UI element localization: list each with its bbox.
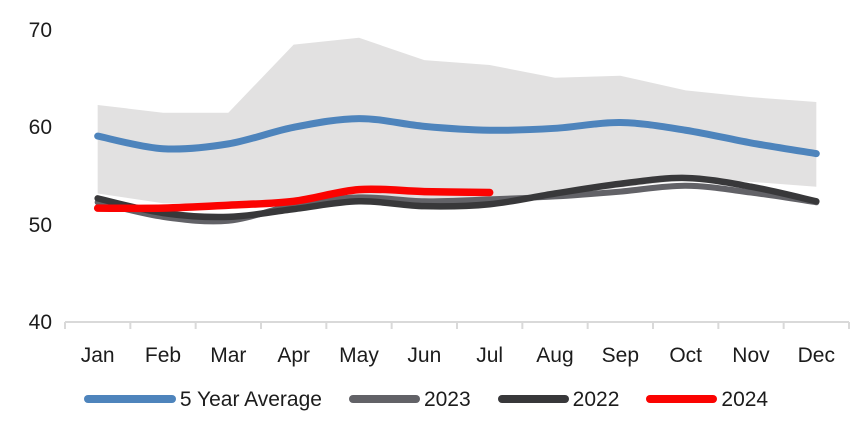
- x-tick-label-apr: Apr: [277, 344, 310, 367]
- x-tick-label-feb: Feb: [144, 344, 182, 367]
- series-line-2024: [93, 185, 494, 213]
- legend-line-swatch: [646, 395, 718, 403]
- legend-line-swatch: [348, 395, 420, 403]
- x-tick-label-jul: Jul: [476, 344, 504, 367]
- legend: 5 Year Average 2023 2022 2024: [0, 384, 852, 414]
- legend-item-2022: 2022: [497, 387, 620, 411]
- x-tick-label-jun: Jun: [407, 344, 442, 367]
- x-tick-label-nov: Nov: [732, 344, 770, 367]
- series-line-2023: [94, 182, 820, 225]
- x-tick-label-dec: Dec: [797, 344, 835, 367]
- 5-year-range-band: [97, 37, 817, 206]
- legend-line-swatch: [83, 395, 176, 403]
- legend-label: 2024: [721, 387, 769, 411]
- x-tick-label-sep: Sep: [601, 344, 640, 367]
- legend-label: 2023: [423, 387, 471, 411]
- x-tick-label-aug: Aug: [536, 344, 574, 367]
- y-tick-label: 50: [28, 213, 52, 237]
- legend-line-swatch: [497, 395, 569, 403]
- y-tick-label: 40: [28, 310, 52, 334]
- x-tick-label-jan: Jan: [80, 344, 115, 367]
- series-line-5-year-average: [94, 115, 820, 158]
- y-tick-label: 60: [28, 116, 52, 140]
- legend-item-2023: 2023: [348, 387, 471, 411]
- series-line-2022: [94, 174, 820, 221]
- x-tick-label-oct: Oct: [669, 344, 702, 367]
- x-tick-label-mar: Mar: [210, 344, 247, 367]
- legend-label: 2022: [572, 387, 620, 411]
- legend-item-5-year-average: 5 Year Average: [83, 387, 322, 411]
- y-tick-label: 70: [28, 19, 52, 42]
- legend-item-2024: 2024: [646, 389, 768, 410]
- x-tick-label-may: May: [339, 344, 379, 367]
- legend-label: 5 Year Average: [179, 387, 322, 411]
